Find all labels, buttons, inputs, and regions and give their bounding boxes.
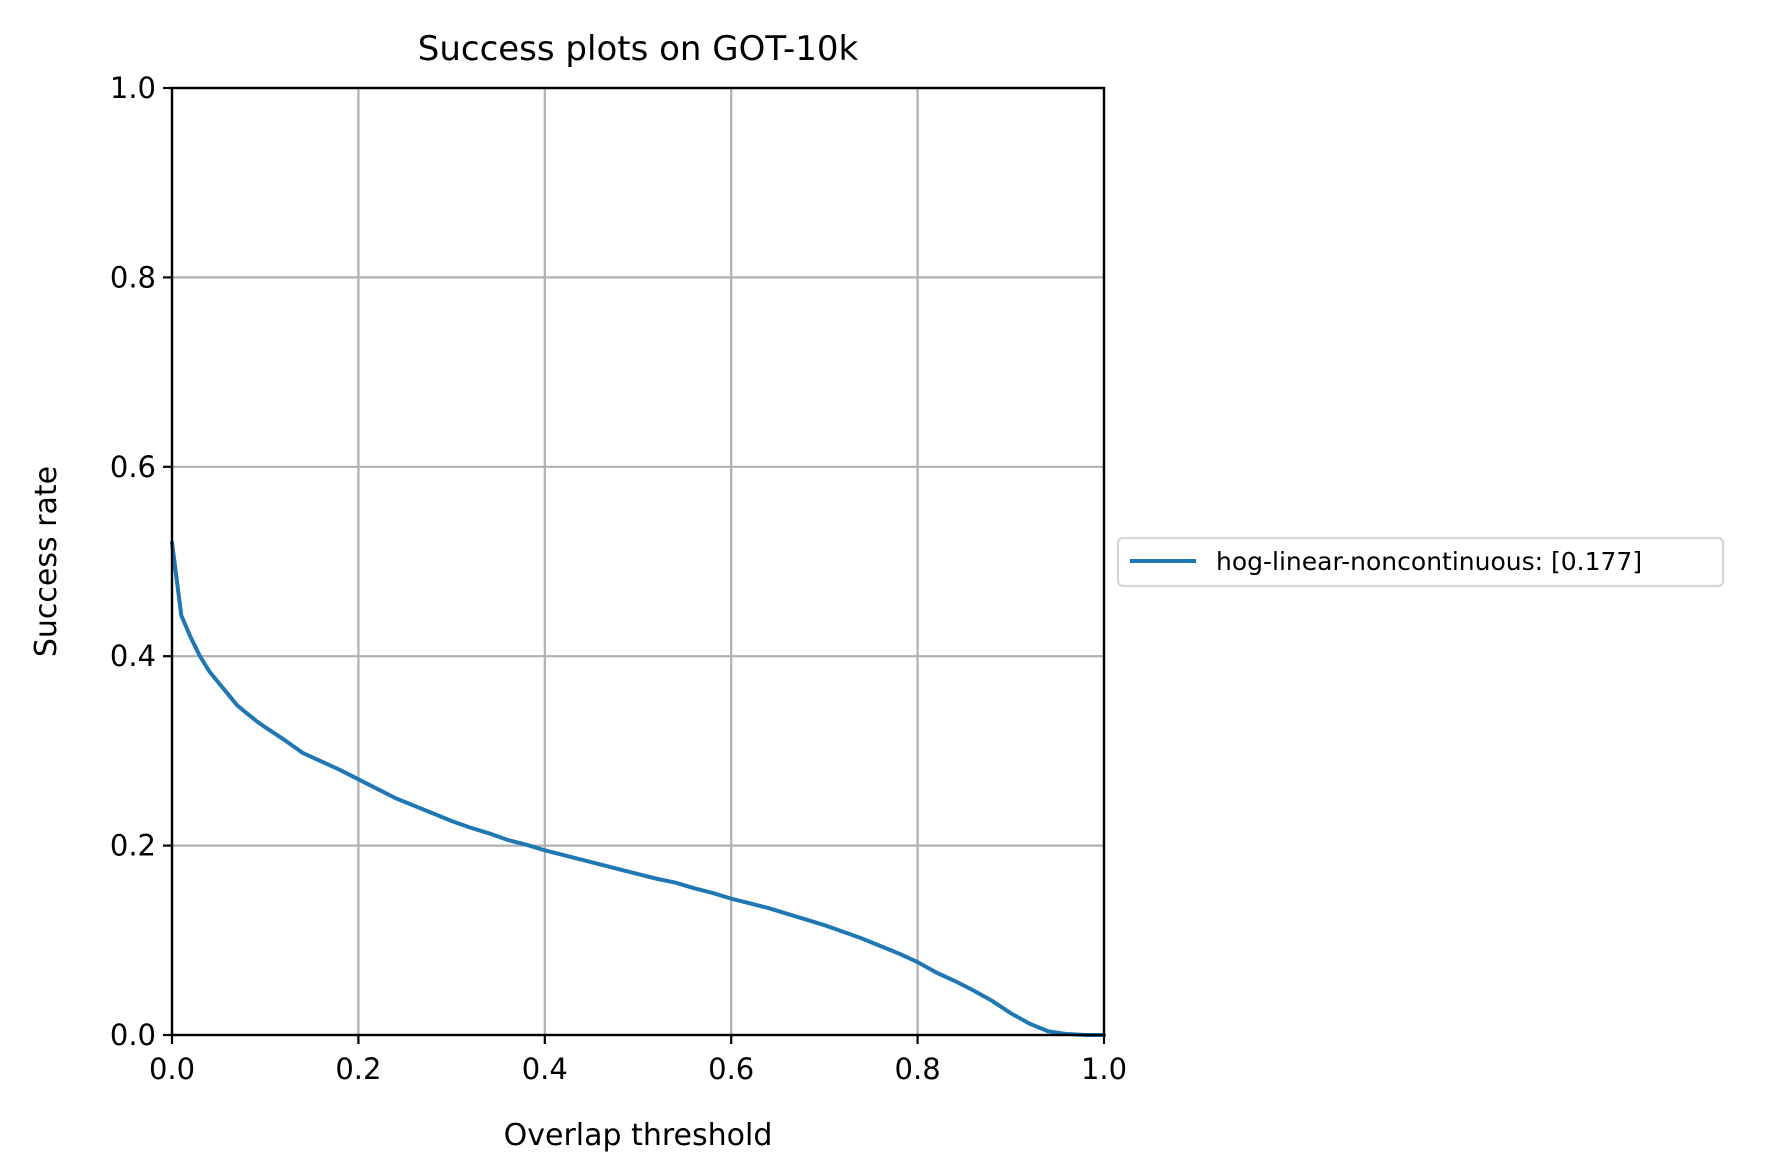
x-tick-label: 0.0	[149, 1052, 195, 1086]
chart-title: Success plots on GOT-10k	[418, 29, 859, 69]
y-axis-label: Success rate	[29, 466, 64, 657]
y-tick-label: 0.8	[110, 260, 156, 294]
y-tick-label: 0.6	[110, 450, 156, 484]
x-tick-label: 0.6	[708, 1052, 754, 1086]
x-tick-label: 0.2	[335, 1052, 381, 1086]
x-tick-label: 0.4	[522, 1052, 568, 1086]
axis-ticks: 0.0 0.2 0.4 0.6 0.8 1.0 0.0 0.2 0.4 0.6 0.8 1.0	[110, 71, 1127, 1086]
y-tick-label: 1.0	[110, 71, 156, 105]
legend: hog-linear-noncontinuous: [0.177]	[1116, 536, 1725, 588]
y-tick-label: 0.0	[110, 1018, 156, 1052]
x-axis-label: Overlap threshold	[504, 1118, 773, 1153]
legend-entry-label: hog-linear-noncontinuous: [0.177]	[1216, 547, 1642, 576]
legend-box	[1116, 536, 1725, 588]
y-tick-label: 0.4	[110, 639, 156, 673]
x-tick-label: 0.8	[895, 1052, 941, 1086]
x-tick-label: 1.0	[1081, 1052, 1127, 1086]
y-tick-label: 0.2	[110, 829, 156, 863]
series-line-0	[170, 540, 1106, 1037]
plot-frame	[170, 86, 1106, 1037]
series-lines	[170, 540, 1106, 1037]
